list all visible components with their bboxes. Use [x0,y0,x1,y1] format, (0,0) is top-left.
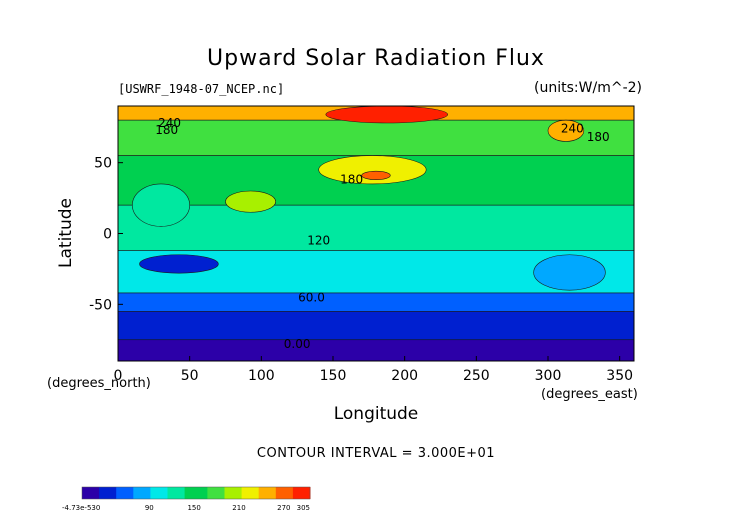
field-highlight [318,155,427,185]
colorbar-swatch [133,487,140,499]
colorbar-swatch [264,487,271,499]
colorbar-swatch [190,487,197,499]
colorbar-swatch [104,487,111,499]
y-tick-label: 50 [94,156,112,172]
contour-label: 180 [155,123,178,137]
colorbar-swatch [167,487,174,499]
field-highlight [132,183,190,227]
colorbar-swatch [241,487,248,499]
y-tick-label: -50 [89,297,112,313]
x-tick-label: 300 [535,368,562,384]
colorbar-swatch [213,487,220,499]
field-highlight [225,190,276,213]
contour-label: 0.00 [284,337,311,351]
chart-title: Upward Solar Radiation Flux [207,46,545,71]
y-tick-label: 0 [103,227,112,243]
contour-label: 240 [561,122,584,136]
colorbar-swatch [82,487,89,499]
latitude-band [117,311,635,341]
latitude-band [117,119,635,156]
colorbar-swatch [230,487,237,499]
colorbar-swatch [247,487,254,499]
contour-label: 180 [340,173,363,187]
colorbar-swatch [99,487,106,499]
units-label: (units:W/m^-2) [534,80,642,96]
colorbar-swatch [150,487,157,499]
field-highlight [139,254,219,274]
colorbar-swatch [110,487,117,499]
field-highlight [533,254,606,291]
colorbar-swatch [258,487,265,499]
colorbar-swatch [292,487,300,499]
colorbar-swatch [218,487,225,499]
contour-label: 240 [158,116,181,130]
colorbar-swatch [178,487,186,499]
colorbar-swatch [184,487,191,499]
x-axis-unit: (degrees_east) [541,387,638,402]
colorbar-swatch [235,487,243,499]
colorbar-swatch [161,487,168,499]
field-highlight [547,119,585,142]
colorbar-swatch [93,487,100,499]
file-label: [USWRF_1948-07_NCEP.nc] [118,82,285,96]
colorbar-swatch [298,487,305,499]
colorbar-swatch [207,487,214,499]
x-tick-label: 50 [181,368,199,384]
contour-label: 180 [587,130,610,144]
x-tick-label: 200 [391,368,418,384]
colorbar-swatch [270,487,277,499]
colorbar-swatch [201,487,208,499]
contour-interval-note: CONTOUR INTERVAL = 3.000E+01 [256,446,496,461]
colorbar-tick-label: 150 [187,504,200,512]
colorbar-tick-label: 210 [232,504,245,512]
colorbar-swatch [121,487,129,499]
colorbar-swatch [87,487,94,499]
y-axis-unit: (degrees_north) [47,376,151,391]
contour-label: 120 [307,234,330,248]
colorbar-swatch [253,487,260,499]
colorbar-swatch [281,487,288,499]
colorbar-swatch [173,487,180,499]
colorbar-swatch [224,487,231,499]
colorbar-tick-label: 270 [277,504,290,512]
field-highlight [361,170,391,180]
colorbar-tick-label: 90 [145,504,154,512]
x-tick-label: 100 [248,368,275,384]
colorbar-swatch [304,487,311,499]
colorbar-swatch [196,487,203,499]
colorbar-tick-label: 305 [297,504,310,512]
colorbar-swatch [287,487,294,499]
colorbar-swatch [116,487,123,499]
contour-label: 60.0 [298,290,325,304]
colorbar-swatch [275,487,282,499]
colorbar-swatch [144,487,151,499]
x-tick-label: 150 [320,368,347,384]
x-tick-label: 0 [114,368,123,384]
colorbar-swatch [127,487,134,499]
colorbar-tick-label: -4.73e-530 [62,504,100,512]
x-axis-label: Longitude [333,404,419,424]
x-tick-label: 250 [463,368,490,384]
colorbar-swatch [139,487,146,499]
colorbar-frame [81,486,311,500]
x-tick-label: 350 [606,368,633,384]
colorbar-swatch [156,487,163,499]
